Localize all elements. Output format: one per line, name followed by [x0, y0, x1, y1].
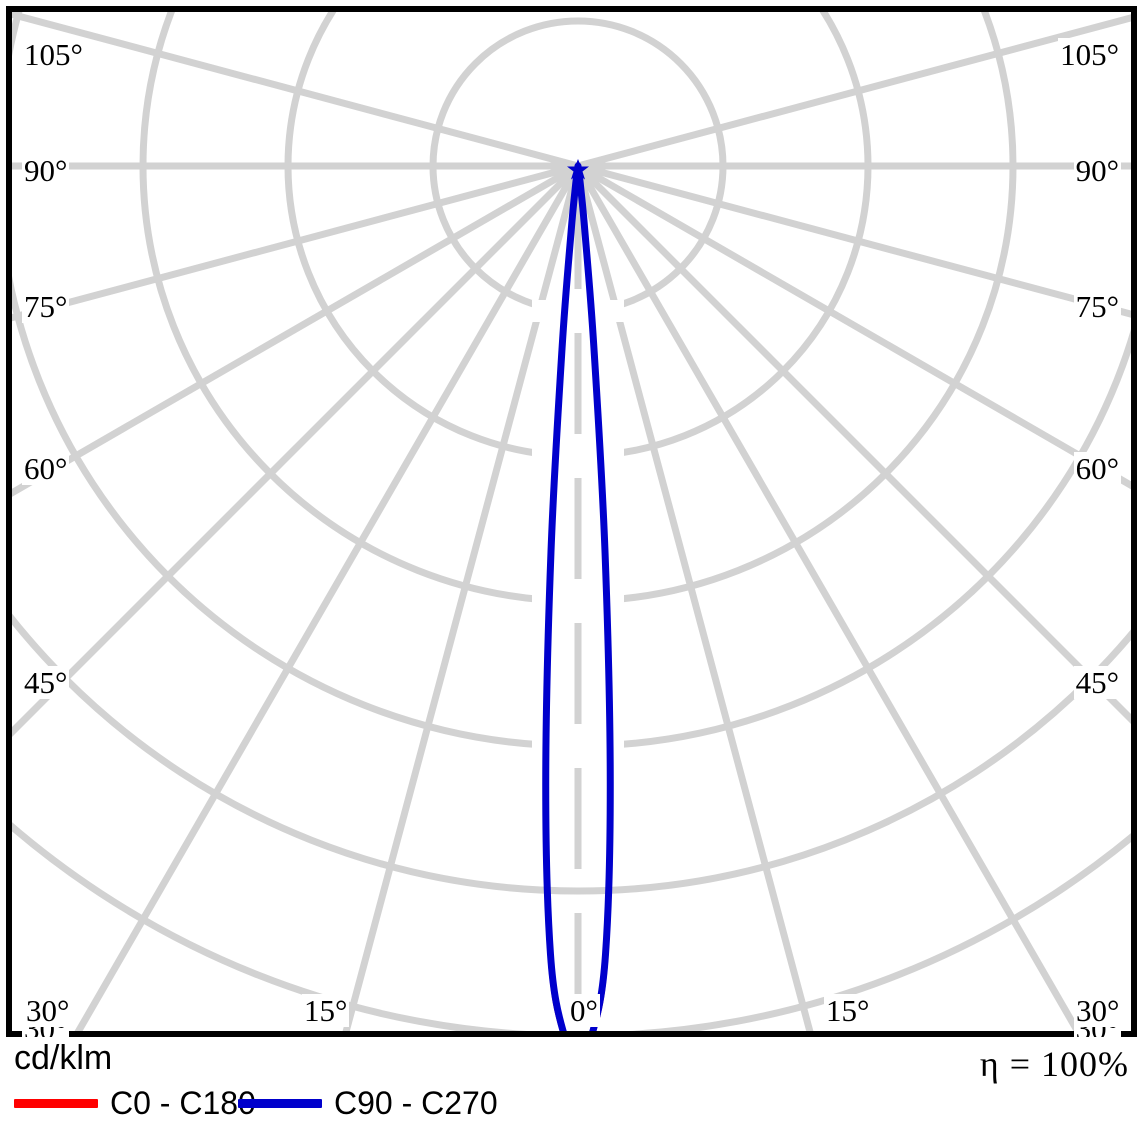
- angle-tick-label: 15°: [824, 993, 872, 1028]
- angle-tick-label: 0°: [568, 993, 600, 1028]
- grid-radial-line: [576, 162, 1131, 490]
- radial-label-gap: [532, 735, 624, 757]
- distribution-curve: [542, 162, 614, 1031]
- legend-item-c90-c270[interactable]: C90 - C270: [238, 1087, 498, 1119]
- angle-tick-label: 60°: [1073, 451, 1121, 486]
- radial-label-gap: [532, 445, 624, 467]
- grid-radial-line: [12, 162, 580, 497]
- legend-item-label: C0 - C180: [110, 1085, 256, 1121]
- legend-item-label: C90 - C270: [334, 1085, 498, 1121]
- plot-frame: 105° 90° 75° 60° 45° 30° 105° 90° 75° 60° 45° 30° …: [6, 6, 1137, 1045]
- polar-grid-and-curves: [12, 12, 1131, 1031]
- grid-radial-line: [577, 14, 1131, 170]
- grid-radial-line: [12, 163, 581, 737]
- legend-item-c0-c180[interactable]: C0 - C180: [14, 1087, 256, 1119]
- legend: cd/klm η = 100% C0 - C180 C90 - C270: [0, 1037, 1143, 1143]
- grid-lines: [12, 12, 1131, 1031]
- angle-tick-label: 45°: [22, 665, 70, 700]
- angle-tick-label: 90°: [1073, 153, 1121, 188]
- legend-color-swatch-blue: [238, 1098, 322, 1108]
- grid-radial-line: [12, 12, 579, 170]
- grid-ring: [12, 12, 1131, 750]
- angle-tick-label: 45°: [1073, 665, 1121, 700]
- grid-radial-line: [574, 165, 814, 1031]
- angle-tick-label: 60°: [22, 451, 70, 486]
- grid-radial-line: [574, 164, 1082, 1031]
- radial-label-gap: [532, 590, 624, 612]
- grid-radial-line: [342, 165, 582, 1031]
- grid-ring: [12, 613, 1131, 895]
- radial-label-gap: [532, 300, 624, 322]
- angle-tick-label: 75°: [22, 289, 70, 324]
- unit-label: cd/klm: [14, 1039, 113, 1077]
- peak-marker-icon: [567, 159, 589, 180]
- grid-radial-line: [12, 162, 579, 322]
- angle-tick-label: 30°: [24, 993, 72, 1028]
- efficiency-label: η = 100%: [979, 1044, 1129, 1084]
- grid-radial-line: [575, 163, 1131, 724]
- angle-tick-label: 30°: [1074, 993, 1122, 1028]
- angle-tick-label: 105°: [22, 37, 85, 72]
- grid-radial-line: [577, 162, 1131, 318]
- grid-radial-line: [74, 164, 582, 1031]
- angle-tick-label: 15°: [302, 993, 350, 1028]
- legend-color-swatch-red: [14, 1098, 98, 1108]
- angle-tick-label: 105°: [1058, 37, 1121, 72]
- distribution-curves: [542, 159, 614, 1031]
- angle-tick-label: 90°: [22, 153, 70, 188]
- angle-tick-label: 75°: [1073, 289, 1121, 324]
